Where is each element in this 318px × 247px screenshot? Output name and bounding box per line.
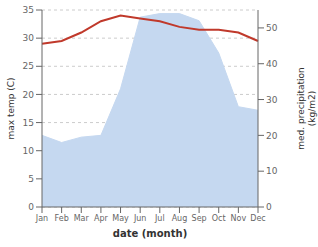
svg-text:50: 50 bbox=[266, 23, 278, 33]
svg-text:0: 0 bbox=[28, 202, 34, 212]
svg-text:date (month): date (month) bbox=[113, 228, 187, 239]
svg-text:20: 20 bbox=[266, 131, 278, 141]
svg-text:10: 10 bbox=[23, 146, 35, 156]
svg-text:5: 5 bbox=[28, 174, 34, 184]
svg-text:Dec: Dec bbox=[250, 214, 265, 223]
svg-text:Sep: Sep bbox=[192, 214, 207, 223]
svg-text:Jun: Jun bbox=[133, 214, 147, 223]
svg-text:Mar: Mar bbox=[74, 214, 90, 223]
svg-text:40: 40 bbox=[266, 59, 278, 69]
svg-text:Feb: Feb bbox=[55, 214, 69, 223]
svg-text:May: May bbox=[112, 214, 129, 223]
svg-text:max temp (C): max temp (C) bbox=[8, 77, 16, 139]
svg-text:Jul: Jul bbox=[154, 214, 165, 223]
svg-text:Nov: Nov bbox=[231, 214, 247, 223]
svg-text:med. precipitation(kg/m2): med. precipitation(kg/m2) bbox=[296, 67, 311, 149]
svg-text:20: 20 bbox=[23, 90, 35, 100]
svg-text:15: 15 bbox=[23, 118, 34, 128]
svg-text:25: 25 bbox=[23, 61, 34, 71]
svg-text:Oct: Oct bbox=[212, 214, 226, 223]
svg-text:Apr: Apr bbox=[94, 214, 109, 223]
svg-text:0: 0 bbox=[266, 202, 272, 212]
svg-text:Aug: Aug bbox=[172, 214, 188, 223]
svg-text:30: 30 bbox=[266, 95, 278, 105]
svg-text:Jan: Jan bbox=[35, 214, 48, 223]
svg-text:30: 30 bbox=[23, 33, 35, 43]
svg-text:35: 35 bbox=[23, 5, 34, 15]
svg-text:10: 10 bbox=[266, 166, 278, 176]
